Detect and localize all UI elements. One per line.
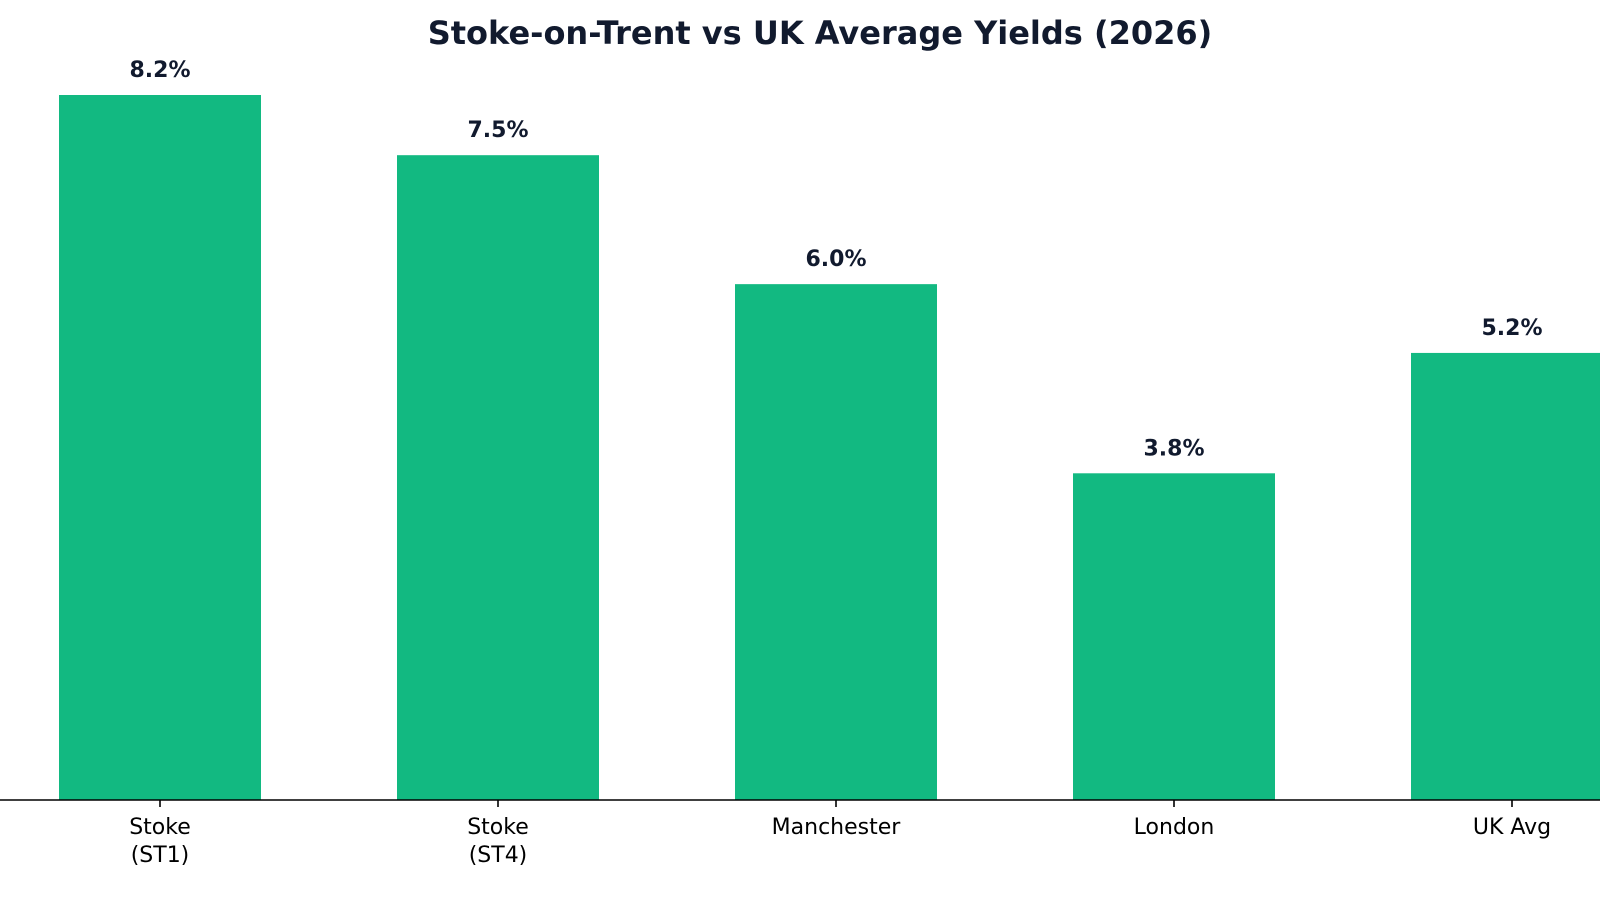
x-tick-label-line: Manchester [772,815,902,840]
bar-4 [1411,352,1600,800]
bar-1 [397,155,599,800]
x-tick-label-1: Stoke (ST4) [467,815,529,868]
x-tick-label-line: UK Avg [1473,815,1551,840]
x-ticks-layer: Stoke (ST1) Stoke (ST4) Manchester London UK A… [129,800,1551,868]
bars-layer [59,95,1600,800]
value-label-3: 3.8% [1143,436,1204,461]
chart-title: Stoke-on-Trent vs UK Average Yields (202… [428,14,1213,52]
x-tick-label-line: Stoke [467,815,529,840]
value-label-2: 6.0% [805,247,866,272]
x-tick-label-line: Stoke [129,815,191,840]
x-tick-label-0: Stoke (ST1) [129,815,191,868]
x-tick-label-line: London [1134,815,1215,840]
x-tick-label-line: (ST4) [469,843,528,868]
value-label-0: 8.2% [129,58,190,83]
value-label-1: 7.5% [467,118,528,143]
bar-0 [59,95,261,800]
x-tick-label-2: Manchester [772,815,902,840]
x-tick-label-line: (ST1) [131,843,190,868]
x-tick-label-4: UK Avg [1473,815,1551,840]
bar-3 [1073,473,1275,800]
value-labels-layer: 8.2% 7.5% 6.0% 3.8% 5.2% [129,58,1542,461]
x-tick-label-3: London [1134,815,1215,840]
value-label-4: 5.2% [1481,316,1542,341]
bar-2 [735,284,937,800]
